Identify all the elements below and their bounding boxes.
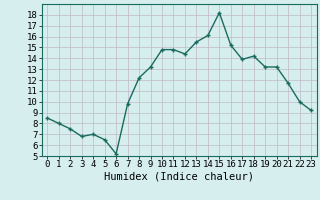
X-axis label: Humidex (Indice chaleur): Humidex (Indice chaleur) (104, 172, 254, 182)
